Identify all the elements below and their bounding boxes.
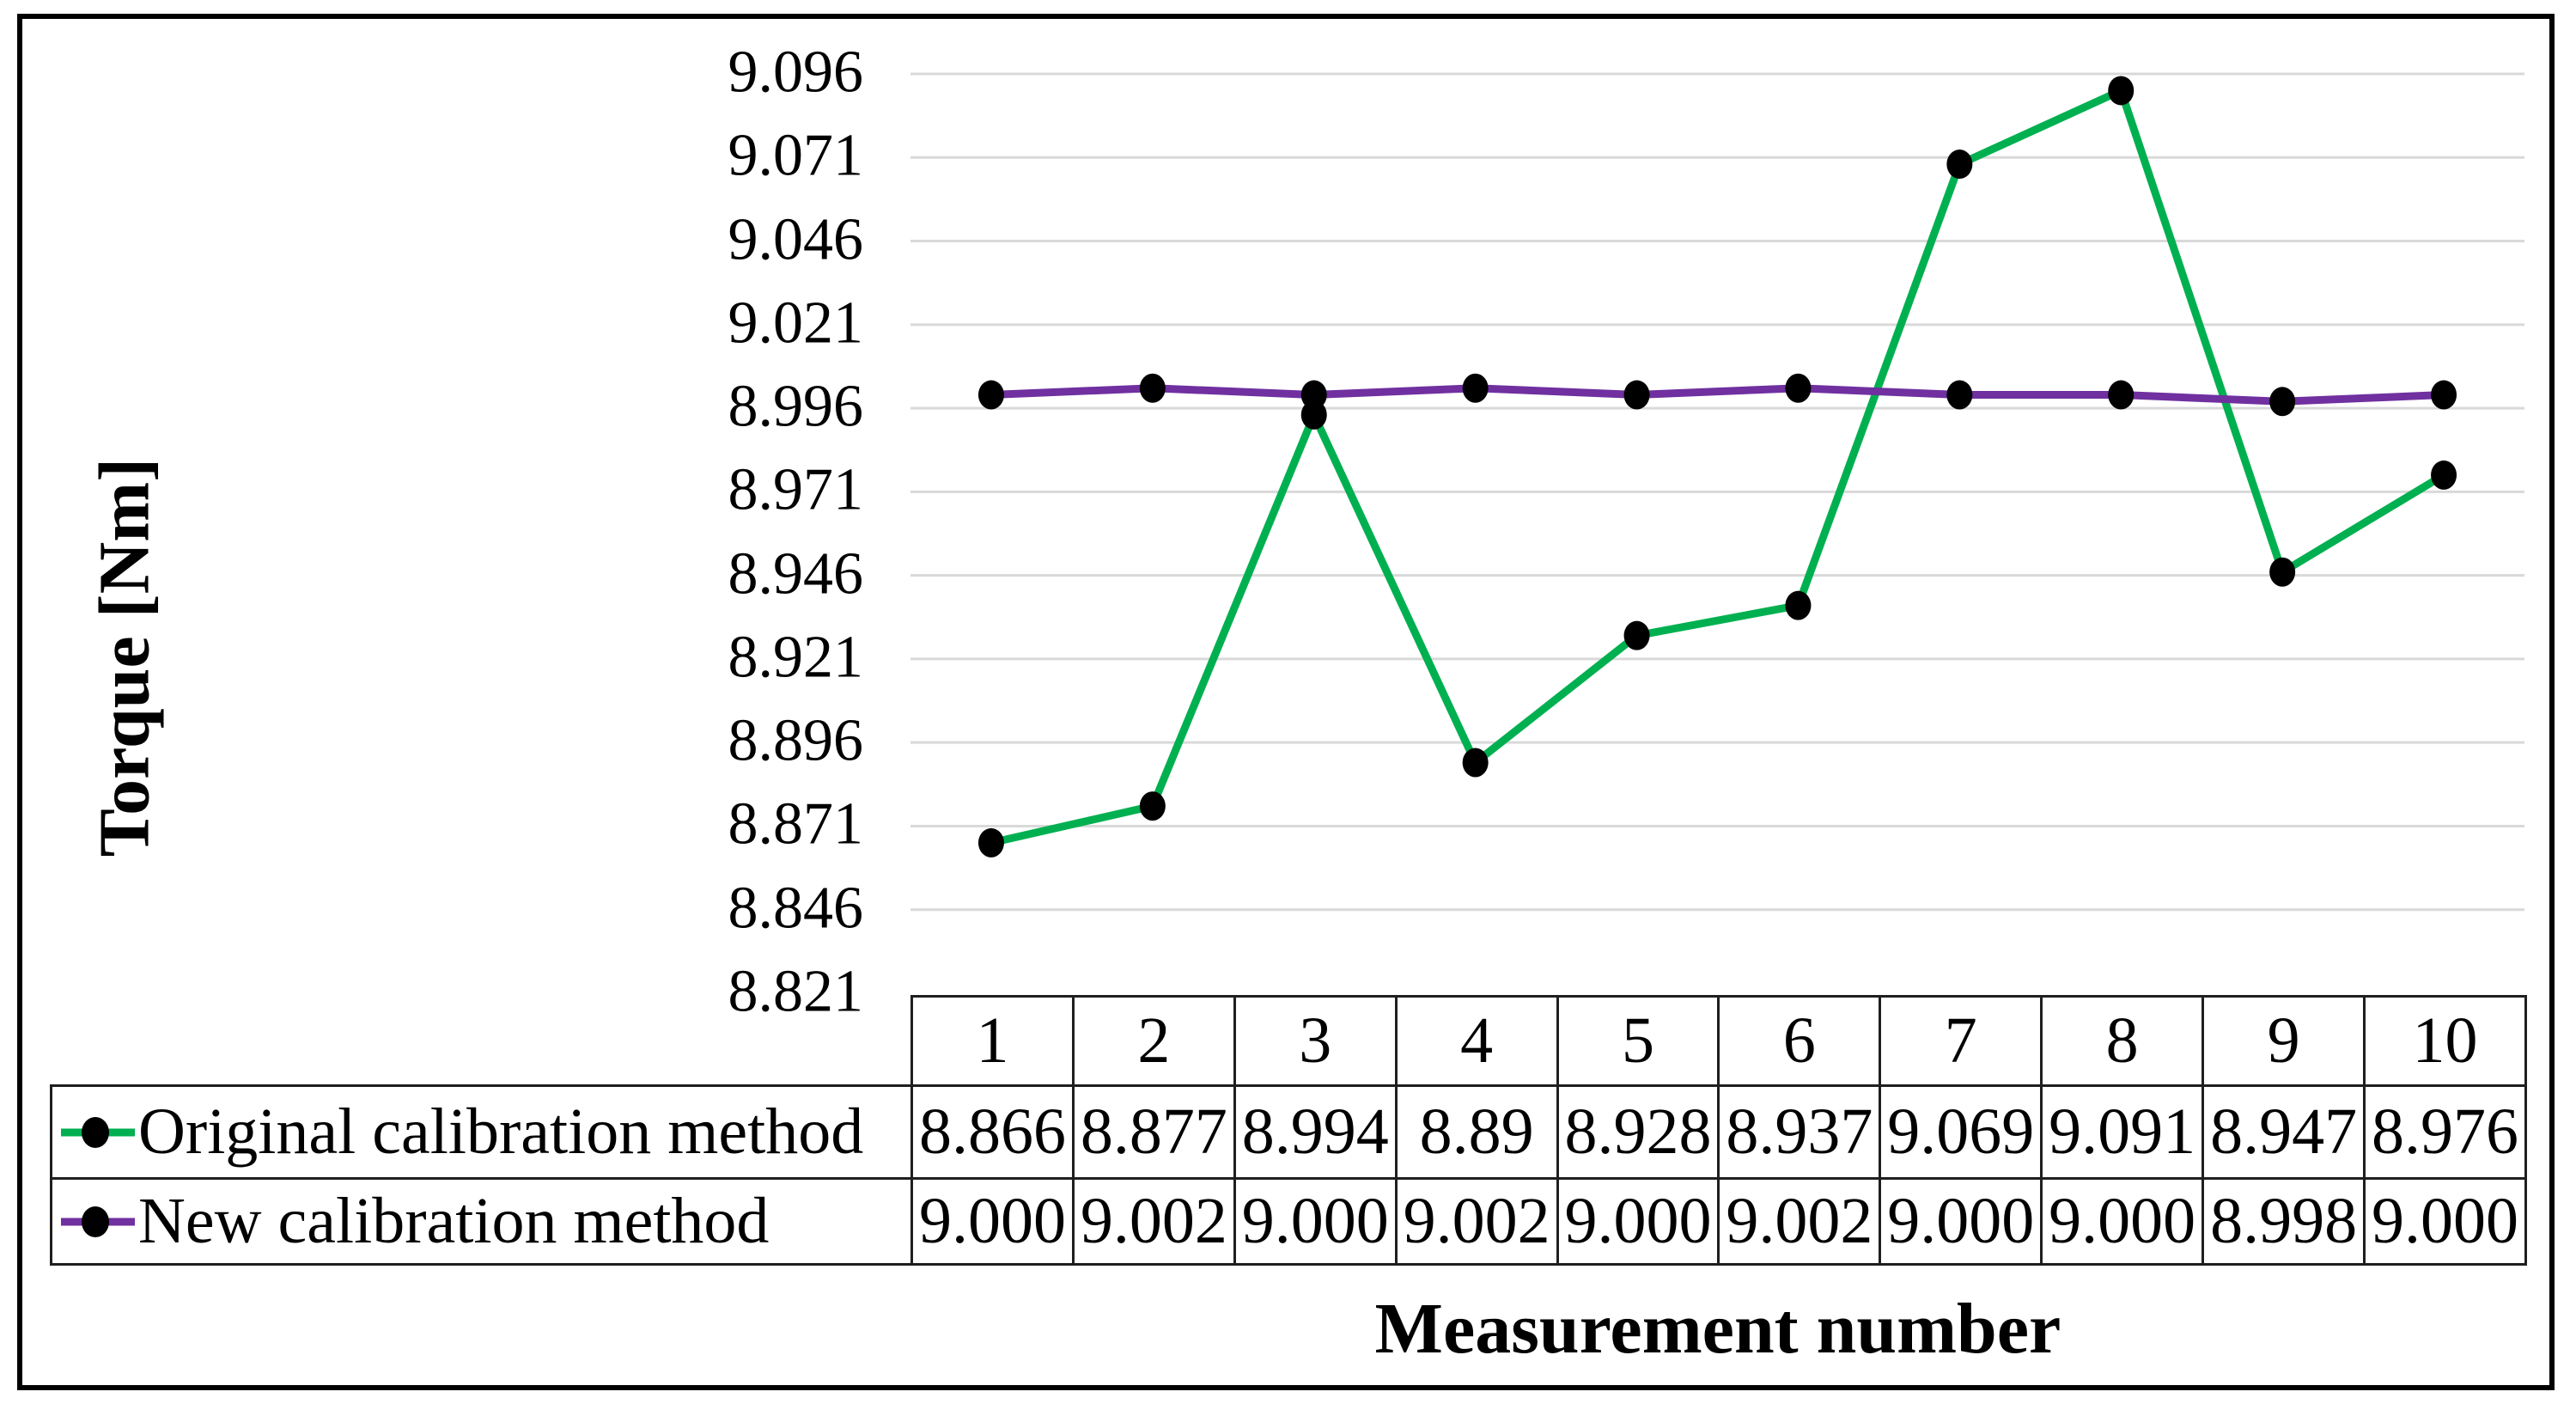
category-header-cell: 10: [2363, 995, 2527, 1087]
data-point-marker: [1785, 590, 1812, 620]
y-tick-label: 8.921: [728, 624, 864, 691]
y-tick-label: 9.021: [728, 290, 864, 357]
data-point-marker: [2108, 380, 2134, 410]
value-cell: 9.002: [1717, 1177, 1882, 1266]
value-cell: 9.000: [2040, 1177, 2205, 1266]
series-line-1: [987, 384, 2448, 406]
value-cell: 8.89: [1394, 1084, 1559, 1180]
y-tick-label: 9.071: [728, 122, 864, 189]
data-point-marker: [1785, 373, 1812, 403]
legend-line-marker-icon: [61, 1206, 135, 1237]
value-cell: 8.976: [2363, 1084, 2527, 1180]
value-cell: 8.866: [910, 1084, 1075, 1180]
series-line-0: [987, 86, 2448, 847]
data-point-marker: [977, 827, 1004, 858]
table-series-row: Original calibration method 8.866 8.877 8.9…: [50, 1084, 2527, 1180]
category-header-cell: 1: [910, 995, 1075, 1087]
y-tick-label: 8.871: [728, 791, 864, 858]
legend-cell: New calibration method: [50, 1177, 913, 1266]
legend-line-marker-icon: [61, 1116, 135, 1148]
data-point-marker: [1300, 380, 1327, 410]
value-cell: 8.928: [1556, 1084, 1720, 1180]
data-point-marker: [2431, 460, 2457, 490]
table-series-row: New calibration method 9.000 9.002 9.000 9.0…: [50, 1177, 2527, 1266]
data-point-marker: [2108, 76, 2134, 106]
category-header-cell: 7: [1879, 995, 2043, 1087]
value-cell: 9.002: [1394, 1177, 1559, 1266]
value-cell: 9.091: [2040, 1084, 2205, 1180]
value-cell: 9.000: [1879, 1177, 2043, 1266]
category-header-cell: 8: [2040, 995, 2205, 1087]
data-point-marker: [1623, 380, 1650, 410]
data-table: 1 2 3 4 5 6 7 8 9 10 Original calibration method 8.…: [50, 995, 2527, 1266]
y-tick-label: 8.846: [728, 875, 864, 942]
data-point-marker: [1462, 373, 1489, 403]
data-point-marker: [1300, 400, 1327, 430]
y-tick-label: 9.096: [728, 39, 864, 106]
value-cell: 9.069: [1879, 1084, 2043, 1180]
legend-label: New calibration method: [138, 1185, 770, 1257]
legend-cell: Original calibration method: [50, 1084, 913, 1180]
value-cell: 8.937: [1717, 1084, 1882, 1180]
y-tick-label: 8.996: [728, 373, 864, 440]
data-point-marker: [1462, 748, 1489, 778]
value-cell: 8.947: [2201, 1084, 2366, 1180]
value-cell: 9.002: [1071, 1177, 1236, 1266]
category-header-cell: 5: [1556, 995, 1720, 1087]
data-point-marker: [1139, 373, 1166, 403]
category-header-cell: 2: [1071, 995, 1236, 1087]
y-tick-label: 9.046: [728, 206, 864, 273]
data-point-marker: [1946, 380, 1973, 410]
x-axis-title: Measurement number: [1374, 1289, 2061, 1369]
data-point-marker: [2431, 380, 2457, 410]
category-header-cell: 6: [1717, 995, 1882, 1087]
y-tick-label: 8.946: [728, 540, 864, 607]
category-header-cell: 4: [1394, 995, 1559, 1087]
table-corner-blank: [52, 997, 912, 1086]
y-tick-label: 8.821: [728, 958, 864, 1025]
legend-label: Original calibration method: [138, 1096, 864, 1168]
data-point-marker: [2269, 557, 2296, 587]
value-cell: 9.000: [910, 1177, 1075, 1266]
value-cell: 8.877: [1071, 1084, 1236, 1180]
value-cell: 9.000: [1556, 1177, 1720, 1266]
value-cell: 9.000: [1233, 1177, 1398, 1266]
figure-outer-border: [17, 14, 2555, 1390]
category-header-cell: 9: [2201, 995, 2366, 1087]
category-header-cell: 3: [1233, 995, 1398, 1087]
value-cell: 8.994: [1233, 1084, 1398, 1180]
table-header-row: 1 2 3 4 5 6 7 8 9 10: [52, 995, 2527, 1087]
data-point-marker: [1946, 150, 1973, 180]
data-point-marker: [977, 380, 1004, 410]
value-cell: 8.998: [2201, 1177, 2366, 1266]
data-point-marker: [1623, 620, 1650, 650]
y-tick-label: 8.896: [728, 707, 864, 774]
data-point-marker: [1139, 791, 1166, 821]
y-tick-label: 8.971: [728, 456, 864, 523]
data-point-marker: [2269, 387, 2296, 417]
value-cell: 9.000: [2363, 1177, 2527, 1266]
